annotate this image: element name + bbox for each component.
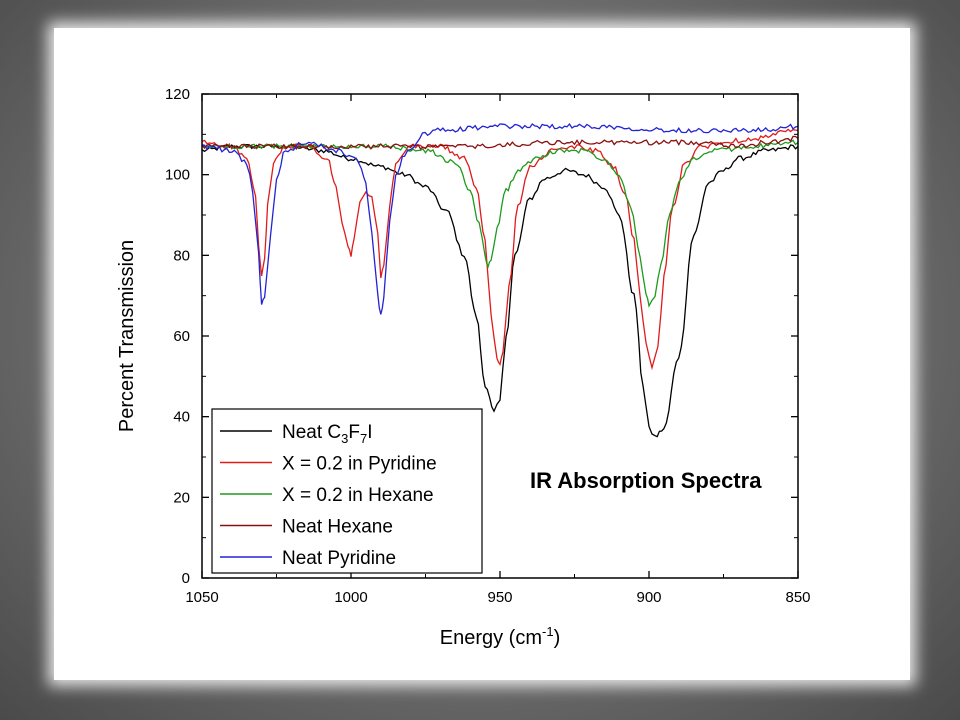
legend-label: Neat Pyridine bbox=[282, 548, 396, 569]
y-tick-label: 60 bbox=[173, 328, 190, 345]
legend-box bbox=[211, 408, 483, 574]
y-tick-label: 100 bbox=[165, 167, 190, 184]
x-axis: 1050 1000 950 900 850 bbox=[185, 94, 811, 606]
slide-background: 1050 1000 950 900 850 0 20 40 60 80 100 120 Percen… bbox=[54, 28, 910, 680]
y-axis-title: Percent Transmission bbox=[116, 240, 138, 432]
y-tick-label: 0 bbox=[182, 570, 190, 587]
series-layer bbox=[202, 123, 798, 438]
y-axis: 0 20 40 60 80 100 120 bbox=[165, 86, 798, 587]
series-line-2 bbox=[202, 128, 798, 371]
y-tick-label: 20 bbox=[173, 489, 190, 506]
x-tick-label: 850 bbox=[785, 589, 810, 606]
y-tick-label: 80 bbox=[173, 247, 190, 264]
series-line-1 bbox=[202, 143, 798, 438]
y-tick-label: 120 bbox=[165, 86, 190, 103]
x-axis-title-tail: ) bbox=[554, 627, 561, 649]
series-line-4 bbox=[202, 135, 798, 150]
legend-label: X = 0.2 in Pyridine bbox=[282, 454, 437, 475]
ir-spectra-chart: 1050 1000 950 900 850 0 20 40 60 80 100 120 Percen… bbox=[116, 86, 811, 649]
x-axis-title: Energy (cm-1) bbox=[440, 624, 560, 649]
legend: Neat C3F7I X = 0.2 in Pyridine X = 0.2 in … bbox=[211, 408, 483, 574]
legend-label: X = 0.2 in Hexane bbox=[282, 485, 434, 506]
x-axis-title-main: Energy (cm bbox=[440, 627, 542, 649]
y-tick-label: 40 bbox=[173, 409, 190, 426]
x-axis-title-exponent: -1 bbox=[542, 624, 554, 639]
legend-label: Neat Hexane bbox=[282, 517, 393, 538]
series-line-3 bbox=[202, 139, 798, 308]
x-tick-label: 950 bbox=[487, 589, 512, 606]
x-tick-label: 1050 bbox=[185, 589, 218, 606]
series-line-5 bbox=[202, 123, 798, 315]
chart-annotation: IR Absorption Spectra bbox=[530, 468, 762, 493]
x-tick-label: 900 bbox=[636, 589, 661, 606]
legend-label: Neat C3F7I bbox=[282, 422, 373, 446]
x-tick-label: 1000 bbox=[334, 589, 367, 606]
